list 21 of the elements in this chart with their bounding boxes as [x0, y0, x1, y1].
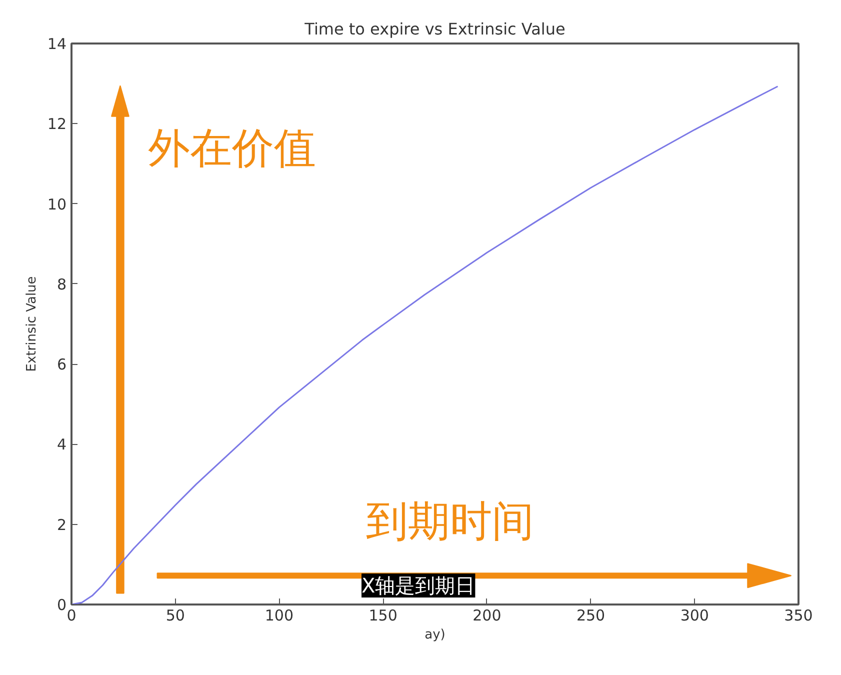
x-tick-label: 350 — [784, 606, 813, 624]
y-tick-label: 10 — [47, 195, 67, 214]
y-tick-label: 6 — [56, 356, 67, 374]
annotation: 外在价值 — [148, 124, 316, 173]
x-axis-title: ay) — [424, 628, 446, 642]
x-tick-label: 100 — [264, 606, 294, 624]
x-tick-label: 300 — [680, 606, 709, 624]
y-tick-label: 4 — [56, 436, 67, 454]
annotation: 到期时间 — [366, 496, 534, 546]
y-tick-label: 8 — [56, 275, 67, 294]
x-tick-label: 200 — [472, 606, 502, 624]
annotation: X轴是到期日 — [362, 574, 476, 598]
x-tick-label: 250 — [576, 606, 606, 624]
line-series — [72, 86, 778, 604]
chart-title: Time to expire vs Extrinsic Value — [304, 20, 566, 38]
x-tick-label: 50 — [166, 606, 185, 624]
y-tick-label: 2 — [56, 516, 67, 534]
x-tick-label: 150 — [368, 606, 398, 624]
y-axis-title: Extrinsic Value — [24, 276, 40, 372]
y-tick-label: 14 — [47, 35, 67, 53]
y-tick-label: 12 — [47, 115, 67, 134]
